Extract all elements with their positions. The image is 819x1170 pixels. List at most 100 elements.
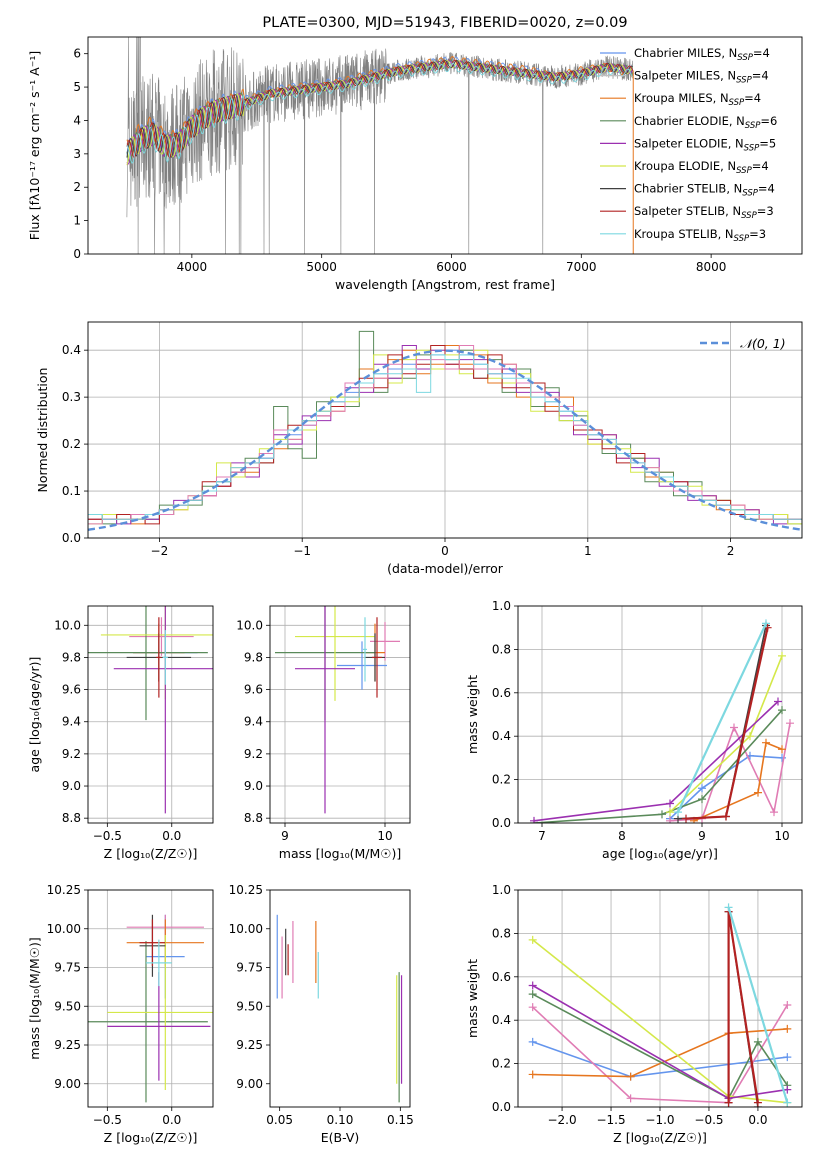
legend-entry: Salpeter STELIB, NSSP=3 — [634, 204, 774, 221]
spectrum-chart: 4000 5000 6000 7000 8000 0 1 2 3 4 5 6 wavelength [A… — [27, 15, 803, 292]
y-tick-label: 8.8 — [244, 811, 263, 825]
y-tick-label: 0.2 — [492, 1057, 511, 1071]
y-tick-label: 10.0 — [236, 618, 263, 632]
y-tick-label: 6 — [73, 47, 81, 61]
legend-entry: 𝒩(0, 1) — [740, 336, 786, 351]
x-tick-label: 1 — [584, 544, 592, 558]
x-tick-label: 8000 — [696, 260, 727, 274]
plot-frame — [269, 889, 411, 1108]
y-axis-label: mass weight — [465, 675, 480, 754]
age_vs_Z-plot-area — [88, 606, 213, 814]
y-tick-label: 9.0 — [62, 779, 81, 793]
weight-marker — [746, 732, 754, 741]
weight-marker — [753, 1037, 762, 1046]
massweight_vs_age-plot-area — [530, 619, 794, 823]
x-tick-label: 0.0 — [162, 1113, 181, 1127]
y-tick-label: 5 — [73, 80, 81, 94]
weight-marker — [783, 1098, 792, 1107]
y-tick-label: 0.6 — [492, 686, 511, 700]
weight-marker — [783, 1024, 792, 1033]
x-axis-label: Z [log₁₀(Z/Z☉)] — [104, 1130, 198, 1145]
y-tick-label: 0.3 — [62, 390, 81, 404]
mass_vs_Z-plot-area — [88, 914, 213, 1103]
plot-frame — [269, 605, 411, 824]
x-tick-label: 0.10 — [327, 1113, 354, 1127]
weight-line-6 — [677, 625, 767, 820]
weight-marker — [530, 816, 538, 823]
x-tick-label: −1.0 — [645, 1113, 674, 1127]
x-tick-label: −2 — [151, 544, 169, 558]
weight-marker — [778, 745, 786, 754]
plot-frame — [87, 36, 803, 255]
mass_vs_Z-chart: −0.5 0.0 9.00 9.25 9.50 9.75 10.00 10.25 Z [log₁… — [27, 883, 214, 1145]
x-tick-label: 9 — [281, 829, 289, 843]
weight-marker — [753, 1098, 762, 1107]
weight-line-2 — [532, 1028, 788, 1078]
y-tick-label: 9.6 — [62, 683, 81, 697]
y-tick-label: 0.4 — [492, 729, 511, 743]
observed-spectrum — [126, 37, 634, 254]
weight-marker — [528, 1037, 537, 1046]
y-axis-label: mass [log₁₀(M/M☉)] — [27, 937, 42, 1059]
y-tick-label: 1 — [73, 214, 81, 228]
x-tick-label: 10 — [774, 829, 789, 843]
weight-marker — [528, 935, 537, 944]
x-tick-label: 9 — [698, 829, 706, 843]
x-tick-label: 6000 — [436, 260, 467, 274]
y-tick-label: 10.0 — [54, 618, 81, 632]
y-axis-label: Flux [fλ10⁻¹⁷ erg cm⁻² s⁻¹ A⁻¹] — [27, 51, 42, 240]
y-tick-label: 0.0 — [492, 1100, 511, 1114]
x-axis-label: (data-model)/error — [387, 561, 504, 576]
weight-line-7 — [727, 911, 759, 1103]
weight-line-3 — [532, 993, 788, 1100]
x-axis-label: Z [log₁₀(Z/Z☉)] — [104, 846, 198, 861]
residuals-chart: −2 −1 0 1 2 0.0 0.1 0.2 0.3 0.4 (data-model)/error… — [35, 321, 803, 576]
weight-marker — [528, 990, 537, 999]
weight-line-2 — [693, 741, 783, 822]
y-axis-label: Normed distribution — [35, 368, 50, 493]
weight-marker — [658, 810, 666, 819]
weight-marker — [666, 816, 674, 823]
x-tick-label: 0.0 — [748, 1113, 767, 1127]
y-tick-label: 0.6 — [492, 970, 511, 984]
x-tick-label: −0.5 — [93, 829, 122, 843]
weight-marker — [770, 808, 778, 817]
y-tick-label: 2 — [73, 180, 81, 194]
x-axis-label: Z [log₁₀(Z/Z☉)] — [613, 1130, 707, 1145]
legend-entry: Kroupa MILES, NSSP=4 — [634, 91, 761, 108]
x-tick-label: −1.5 — [596, 1113, 625, 1127]
y-tick-label: 0.8 — [492, 642, 511, 656]
y-tick-label: 8.8 — [62, 811, 81, 825]
model-series-4 — [126, 59, 634, 166]
y-tick-label: 9.4 — [62, 715, 81, 729]
weight-marker — [786, 719, 794, 728]
x-tick-label: 7 — [538, 829, 546, 843]
y-tick-label: 9.2 — [244, 747, 263, 761]
x-tick-label: −0.5 — [93, 1113, 122, 1127]
weight-marker — [724, 903, 733, 912]
y-tick-label: 0.0 — [62, 531, 81, 545]
y-tick-label: 9.4 — [244, 715, 263, 729]
y-tick-label: 9.00 — [54, 1077, 81, 1091]
plot-frame — [87, 321, 803, 539]
y-tick-label: 0.8 — [492, 926, 511, 940]
x-tick-label: 0.15 — [387, 1113, 414, 1127]
x-tick-label: 0.05 — [266, 1113, 293, 1127]
y-tick-label: 0 — [73, 247, 81, 261]
weight-marker — [762, 619, 770, 628]
y-tick-label: 0.2 — [492, 773, 511, 787]
legend-entry: Chabrier MILES, NSSP=4 — [634, 46, 770, 63]
y-axis-label: age [log₁₀(age/yr)] — [27, 657, 42, 773]
x-axis-label: mass [log₁₀(M/M☉)] — [279, 846, 401, 861]
y-tick-label: 4 — [73, 113, 81, 127]
x-tick-label: 7000 — [566, 260, 597, 274]
weight-marker — [626, 1094, 635, 1103]
model-series-8 — [126, 62, 634, 165]
y-tick-label: 9.75 — [236, 961, 263, 975]
mass_vs_EBV-plot-area — [276, 914, 403, 1103]
weight-marker — [698, 795, 706, 804]
x-axis-label: E(B-V) — [321, 1130, 360, 1145]
weight-marker — [762, 738, 770, 747]
x-tick-label: 10 — [377, 829, 392, 843]
